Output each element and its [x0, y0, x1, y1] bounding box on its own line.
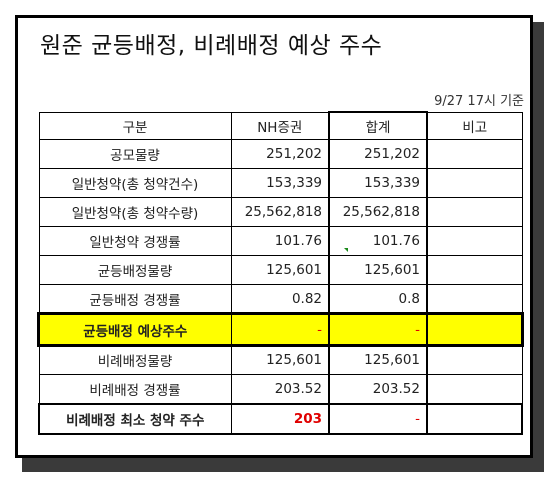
table-row: 균등배정 경쟁률 0.82 0.8 — [38, 284, 523, 315]
row-total-value: - — [328, 403, 428, 435]
row-note — [426, 374, 523, 405]
row-label: 균등배정 경쟁률 — [38, 284, 232, 315]
basis-timestamp: 9/27 17시 기준 — [434, 94, 524, 109]
total-dash: - — [415, 411, 420, 427]
row-label: 일반청약(총 청약수량) — [38, 197, 232, 227]
allocation-table: 구분 NH증권 합계 비고 공모물량 251,202 251,202 일반청약(… — [37, 111, 524, 435]
row-nh-value: 125,601 — [230, 255, 330, 285]
row-label: 균등배정 예상주수 — [38, 313, 232, 346]
row-note — [426, 313, 523, 346]
row-label: 일반청약(총 청약건수) — [38, 168, 232, 198]
row-note — [426, 226, 523, 256]
row-total-value: 153,339 — [328, 168, 428, 198]
header-total: 합계 — [328, 111, 428, 140]
row-nh-value: 203.52 — [230, 374, 330, 405]
header-nh: NH증권 — [230, 111, 330, 140]
row-total-value: 125,601 — [328, 344, 428, 375]
row-nh-value: 0.82 — [230, 284, 330, 315]
page-title: 원준 균등배정, 비례배정 예상 주수 — [40, 33, 383, 59]
row-total-value: 203.52 — [328, 374, 428, 405]
row-total-value: 0.8 — [328, 284, 428, 315]
header-category: 구분 — [38, 111, 232, 140]
row-total-value: 251,202 — [328, 139, 428, 169]
table-row: 비례배정 경쟁률 203.52 203.52 — [38, 374, 523, 405]
row-total-value: - — [328, 313, 428, 346]
table-row: 비례배정물량 125,601 125,601 — [38, 344, 523, 375]
row-note — [426, 403, 523, 435]
row-nh-value: - — [230, 313, 330, 346]
row-label: 공모물량 — [38, 139, 232, 169]
row-note — [426, 197, 523, 227]
header-note: 비고 — [426, 111, 523, 140]
table-row: 일반청약(총 청약수량) 25,562,818 25,562,818 — [38, 197, 523, 227]
row-nh-value: 125,601 — [230, 344, 330, 375]
row-note — [426, 139, 523, 169]
row-label: 균등배정물량 — [38, 255, 232, 285]
row-nh-value: 251,202 — [230, 139, 330, 169]
table-row: 일반청약(총 청약건수) 153,339 153,339 — [38, 168, 523, 198]
row-nh-value: 203 — [230, 403, 330, 435]
row-label: 비례배정 경쟁률 — [38, 374, 232, 405]
nh-min-shares: 203 — [293, 411, 322, 427]
table-row: 공모물량 251,202 251,202 — [38, 139, 523, 169]
document-frame: 원준 균등배정, 비례배정 예상 주수 9/27 17시 기준 구분 NH증권 … — [15, 15, 533, 458]
row-note — [426, 344, 523, 375]
row-nh-value: 25,562,818 — [230, 197, 330, 227]
row-nh-value: 101.76 — [230, 226, 330, 256]
row-label: 일반청약 경쟁률 — [38, 226, 232, 256]
table-row: 균등배정물량 125,601 125,601 — [38, 255, 523, 285]
row-total-value: 125,601 — [328, 255, 428, 285]
row-note — [426, 284, 523, 315]
nh-dash: - — [317, 321, 322, 338]
row-note — [426, 255, 523, 285]
table-row: 일반청약 경쟁률 101.76 101.76 — [38, 226, 523, 256]
highlighted-row: 균등배정 예상주수 - - — [37, 312, 524, 347]
cell-comment-marker — [344, 248, 348, 252]
row-total-value: 25,562,818 — [328, 197, 428, 227]
row-label: 비례배정물량 — [38, 344, 232, 375]
table-header-row: 구분 NH증권 합계 비고 — [38, 111, 523, 140]
row-note — [426, 168, 523, 198]
row-label: 비례배정 최소 청약 주수 — [38, 403, 232, 435]
total-dash: - — [415, 321, 420, 338]
final-row: 비례배정 최소 청약 주수 203 - — [38, 403, 523, 435]
row-nh-value: 153,339 — [230, 168, 330, 198]
